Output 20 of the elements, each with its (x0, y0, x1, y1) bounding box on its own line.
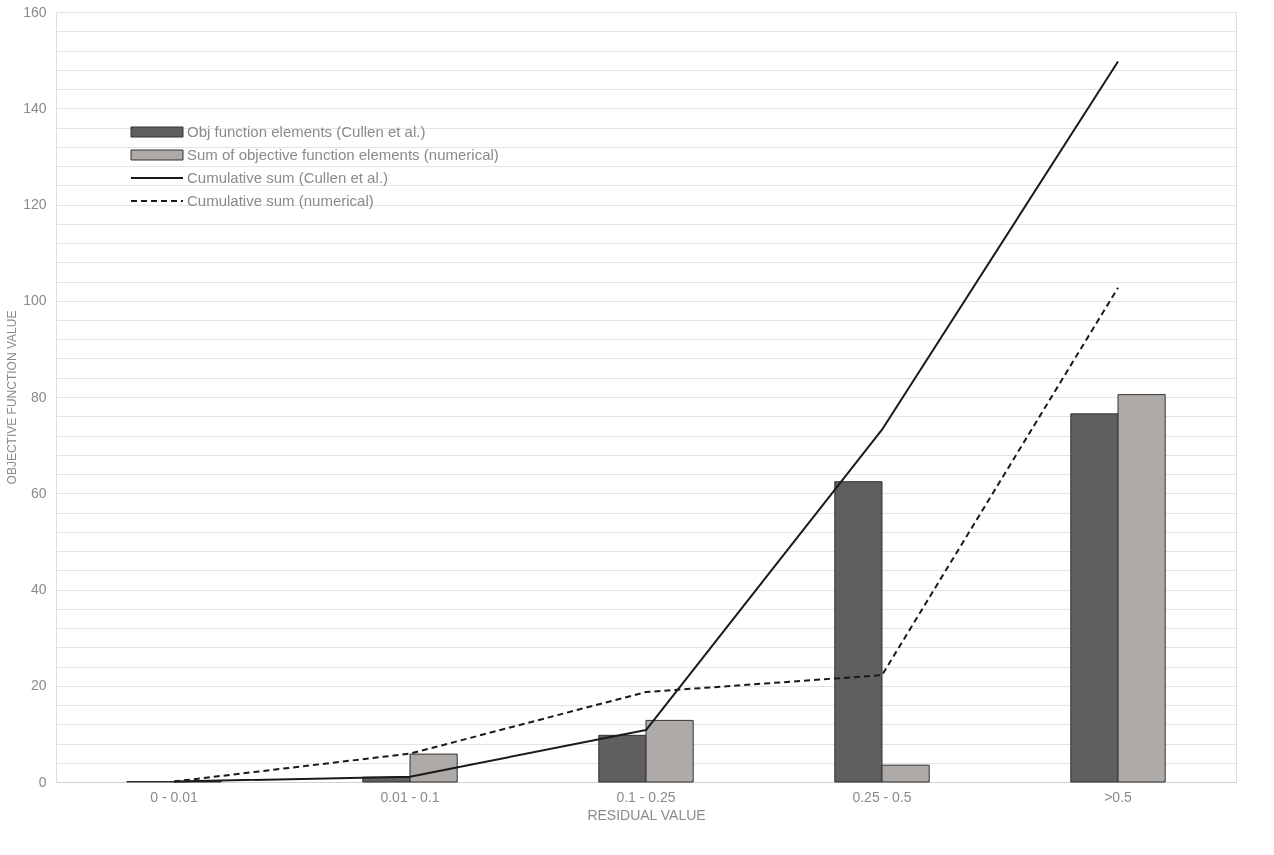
x-tick-label: 0 - 0.01 (150, 788, 198, 805)
legend-label: Cumulative sum (numerical) (187, 192, 374, 209)
legend-label: Sum of objective function elements (numerical) (187, 146, 499, 163)
y-tick-label: 80 (30, 388, 47, 405)
legend-label: Cumulative sum (Cullen et al.) (187, 169, 388, 186)
x-tick-label: 0.01 - 0.1 (380, 788, 440, 805)
x-axis-title: RESIDUAL VALUE (587, 806, 706, 823)
y-tick-label: 0 (38, 773, 47, 790)
y-tick-label: 120 (23, 196, 47, 212)
legend-label: Obj function elements (Cullen et al.) (187, 123, 426, 140)
x-tick-label: 0.25 - 0.5 (852, 788, 912, 805)
y-tick-label: 20 (30, 677, 47, 694)
y-tick-label: 140 (23, 99, 47, 116)
y-tick-label: 40 (30, 581, 47, 597)
x-tick-label: 0.1 - 0.25 (616, 788, 676, 805)
y-axis-title: OBJECTIVE FUNCTION VALUE (5, 310, 20, 485)
y-tick-label: 60 (30, 484, 47, 501)
y-tick-label: 160 (23, 3, 47, 20)
y-tick-label: 100 (23, 292, 47, 309)
x-tick-label: >0.5 (1104, 788, 1133, 805)
